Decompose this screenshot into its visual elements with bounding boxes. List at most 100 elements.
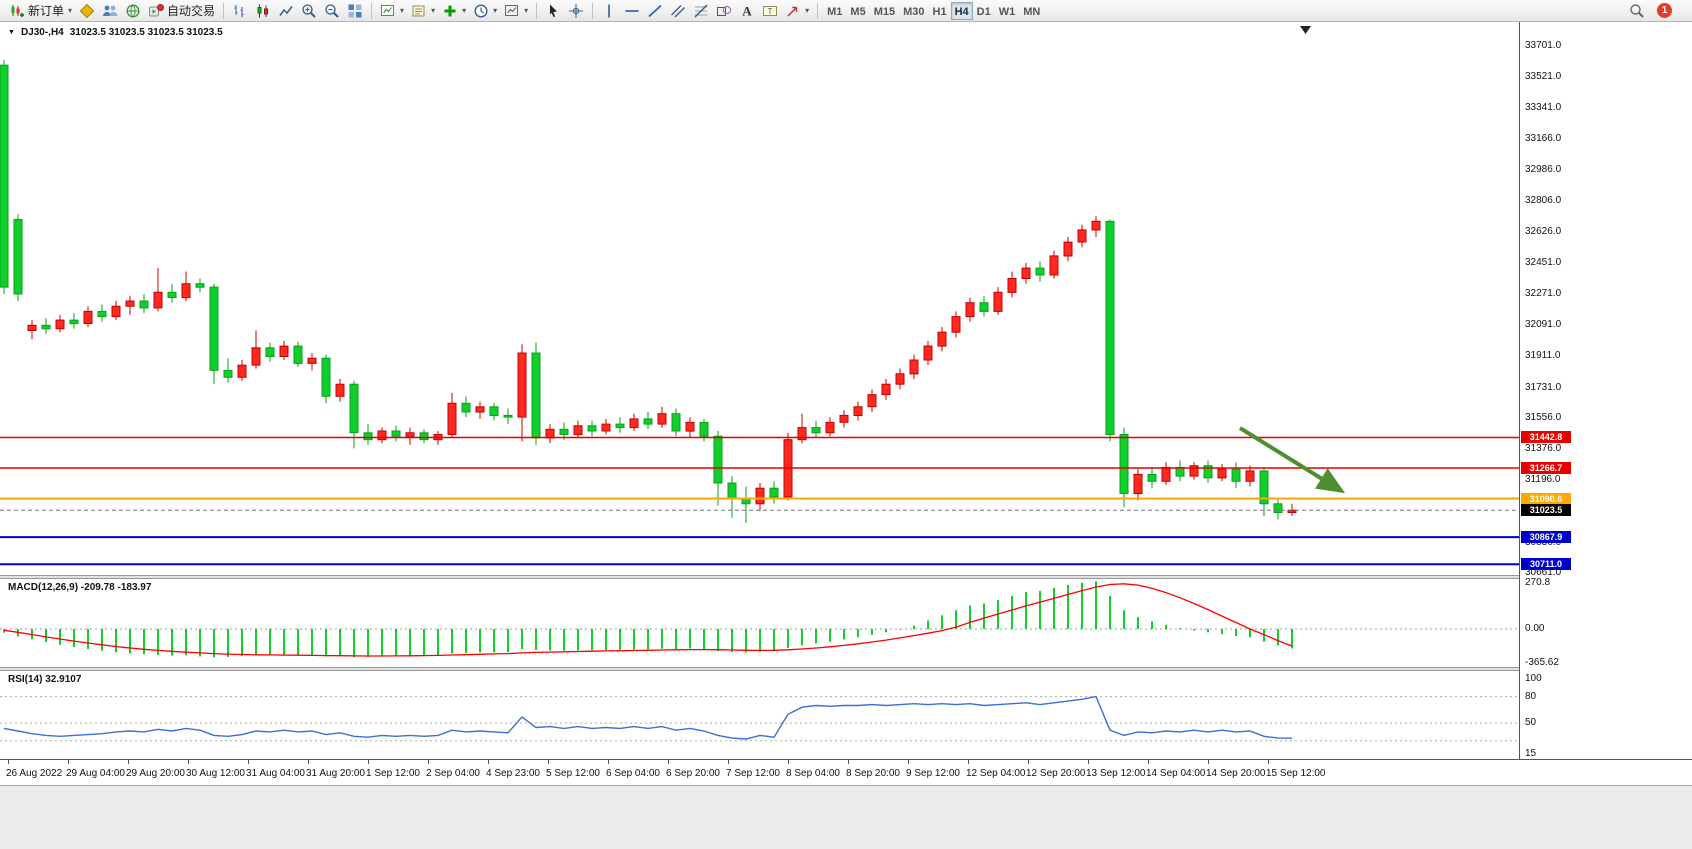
chart-shift-marker-icon[interactable] (1300, 26, 1311, 34)
candle-body (167, 291, 177, 298)
shapes-tool-button[interactable] (713, 1, 735, 21)
time-axis-tick (608, 760, 609, 764)
chevron-down-icon: ▾ (805, 5, 810, 15)
rsi-panel[interactable]: RSI(14) 32.9107 (0, 671, 1519, 759)
new-chart-button[interactable]: ▾ (377, 1, 407, 21)
candle-body (531, 352, 541, 439)
market-watch-icon (79, 3, 95, 18)
profiles-button[interactable]: ▾ (408, 1, 438, 21)
timeframe-button-d1[interactable]: D1 (973, 2, 995, 20)
new-order-label: 新订单 (28, 4, 65, 18)
horizontal-line-tool-button[interactable] (621, 1, 643, 21)
candle-body (1077, 229, 1087, 243)
price-axis-label: 33341.0 (1525, 102, 1562, 113)
text-tool-button[interactable]: A (736, 1, 758, 21)
tile-windows-button[interactable] (344, 1, 366, 21)
trend-arrow[interactable] (1238, 426, 1346, 494)
toolbar-separator (536, 2, 538, 19)
bar-chart-button[interactable] (229, 1, 251, 21)
candlestick-chart-button[interactable] (252, 1, 274, 21)
macd-panel[interactable]: MACD(12,26,9) -209.78 -183.97 (0, 579, 1519, 667)
label-tool-button[interactable]: T (759, 1, 781, 21)
data-window-button[interactable] (99, 1, 121, 21)
market-watch-button[interactable] (76, 1, 98, 21)
fibonacci-tool-button[interactable] (690, 1, 712, 21)
auto-trading-label: 自动交易 (167, 4, 216, 18)
time-axis-tick (668, 760, 669, 764)
level-price-badge: 31266.7 (1521, 462, 1571, 474)
profiles-icon (412, 5, 425, 16)
candle-body (1049, 255, 1059, 276)
candle-body (391, 430, 401, 437)
time-axis-label: 8 Sep 20:00 (846, 768, 900, 779)
candle-body (1273, 503, 1283, 513)
current-price-badge: 31023.5 (1521, 504, 1571, 516)
zoom-out-button[interactable] (321, 1, 343, 21)
price-axis-label: 33521.0 (1525, 71, 1562, 82)
candle-body (475, 406, 485, 413)
time-axis-label: 29 Aug 04:00 (66, 768, 125, 779)
candle-body (139, 300, 149, 309)
templates-button[interactable]: ▾ (501, 1, 531, 21)
price-axis[interactable]: 33701.0 33521.0 33341.0 33166.0 32986.0 32806… (1519, 22, 1692, 759)
candle-body (265, 347, 275, 357)
timeframe-button-m15[interactable]: M15 (870, 2, 899, 20)
candle-body (363, 432, 373, 441)
periods-button[interactable]: ▾ (470, 1, 500, 21)
candle-body (923, 345, 933, 361)
candle-body (223, 369, 233, 378)
candle-body (853, 406, 863, 416)
candle-body (727, 482, 737, 500)
timeframe-button-h1[interactable]: H1 (929, 2, 951, 20)
arrows-tool-button[interactable]: ▾ (782, 1, 812, 21)
timeframe-button-w1[interactable]: W1 (995, 2, 1020, 20)
search-icon[interactable] (1629, 3, 1645, 19)
timeframe-button-m1[interactable]: M1 (823, 2, 846, 20)
cursor-tool-button[interactable] (542, 1, 564, 21)
timeframe-button-mn[interactable]: MN (1019, 2, 1044, 20)
shapes-icon (717, 5, 732, 16)
notification-badge[interactable]: 1 (1657, 3, 1672, 18)
time-axis-label: 26 Aug 2022 (6, 768, 63, 779)
price-axis-label: 32451.0 (1525, 257, 1562, 268)
candle-body (1259, 470, 1269, 505)
timeframe-button-m30[interactable]: M30 (899, 2, 928, 20)
fibonacci-icon (694, 4, 708, 17)
rsi-label: RSI(14) 32.9107 (8, 674, 82, 685)
candle-body (405, 432, 415, 437)
candle-body (825, 421, 835, 434)
line-chart-button[interactable] (275, 1, 297, 21)
candle-body (377, 430, 387, 441)
candle-body (349, 383, 359, 434)
timeframe-button-m5[interactable]: M5 (846, 2, 869, 20)
panel-separator[interactable] (0, 575, 1692, 579)
time-axis-tick (548, 760, 549, 764)
zoom-in-button[interactable] (298, 1, 320, 21)
panel-separator[interactable] (0, 667, 1692, 671)
trendline-tool-button[interactable] (644, 1, 666, 21)
candlestick-chart (0, 26, 1519, 566)
text-label-icon: T (763, 5, 778, 16)
candle-body (545, 428, 555, 439)
candle-body (993, 291, 1003, 312)
vertical-line-tool-button[interactable] (598, 1, 620, 21)
time-axis-tick (8, 760, 9, 764)
time-axis[interactable]: 26 Aug 2022 29 Aug 04:00 29 Aug 20:00 30 Au… (0, 759, 1692, 785)
crosshair-tool-button[interactable] (565, 1, 587, 21)
collapse-triangle-icon[interactable]: ▼ (8, 29, 15, 36)
new-order-button[interactable]: 新订单 ▾ (6, 1, 75, 21)
sounds-button[interactable] (122, 1, 144, 21)
channel-tool-button[interactable] (667, 1, 689, 21)
candle-body (209, 286, 219, 371)
main-chart[interactable]: ▼ DJ30-,H4 31023.5 31023.5 31023.5 31023… (0, 22, 1519, 575)
price-axis-label: 31731.0 (1525, 382, 1562, 393)
price-axis-label: 32986.0 (1525, 164, 1562, 175)
svg-text:A: A (742, 3, 752, 18)
macd-axis-label: 0.00 (1525, 623, 1545, 634)
candle-body (1147, 473, 1157, 482)
indicators-button[interactable]: ▾ (439, 1, 469, 21)
candle-body (293, 345, 303, 364)
timeframe-button-h4[interactable]: H4 (950, 1, 973, 20)
auto-trading-button[interactable]: 自动交易 (145, 1, 218, 21)
time-axis-tick (188, 760, 189, 764)
